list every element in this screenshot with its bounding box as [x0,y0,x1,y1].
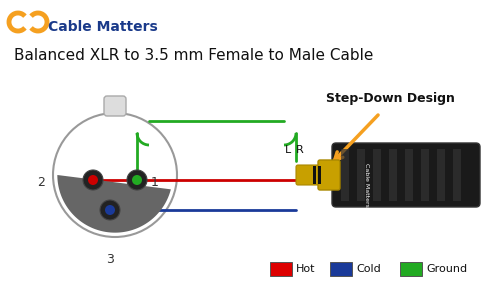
Text: Cold: Cold [356,264,381,274]
Bar [341,149,349,201]
Circle shape [105,205,115,215]
FancyBboxPatch shape [332,143,480,207]
Circle shape [100,200,120,220]
Bar [453,149,461,201]
Text: Cable Matters: Cable Matters [364,163,369,207]
Polygon shape [58,175,171,233]
Circle shape [53,113,177,237]
FancyBboxPatch shape [318,160,340,190]
Circle shape [132,175,142,185]
Text: Balanced XLR to 3.5 mm Female to Male Cable: Balanced XLR to 3.5 mm Female to Male Ca… [14,49,374,64]
Bar [400,262,422,276]
Circle shape [13,17,23,27]
Bar [318,166,321,184]
Text: Hot: Hot [296,264,316,274]
Bar [373,149,381,201]
Bar [421,149,429,201]
Bar [405,149,413,201]
Circle shape [88,175,98,185]
Bar [330,262,352,276]
Polygon shape [298,170,308,180]
Text: Ground: Ground [426,264,467,274]
Bar [270,262,292,276]
Text: 2: 2 [37,176,45,190]
Text: Step-Down Design: Step-Down Design [326,92,454,105]
Text: R: R [296,145,304,155]
Text: Cable Matters: Cable Matters [48,20,158,34]
Bar [357,149,365,201]
Bar [437,149,445,201]
Circle shape [83,170,103,190]
FancyBboxPatch shape [104,96,126,116]
Text: 1: 1 [151,176,159,190]
Circle shape [33,17,43,27]
Text: L: L [285,145,291,155]
Bar [389,149,397,201]
Circle shape [127,170,147,190]
Bar [313,166,316,184]
FancyBboxPatch shape [296,165,322,185]
Text: 3: 3 [106,253,114,266]
